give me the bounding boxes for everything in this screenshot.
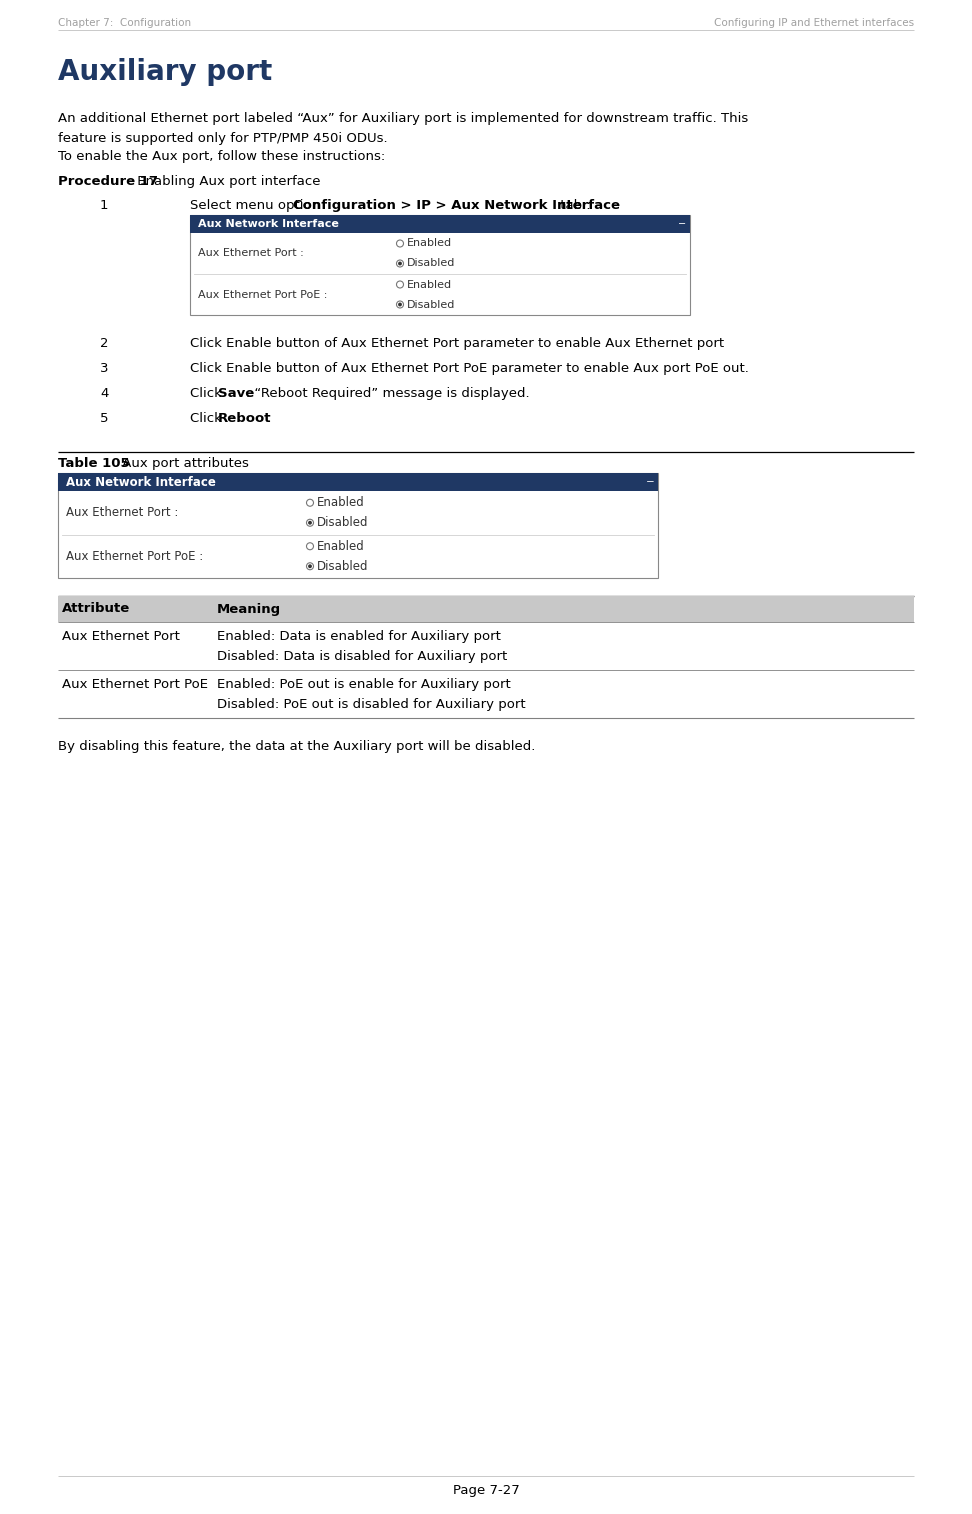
Text: Aux port attributes: Aux port attributes — [118, 457, 249, 469]
Text: Disabled: Disabled — [317, 516, 368, 530]
Text: Save: Save — [218, 388, 255, 400]
Text: Enabled: Enabled — [406, 280, 452, 289]
Text: Disabled: Disabled — [406, 300, 455, 309]
Text: −: − — [645, 477, 654, 488]
Text: Select menu option: Select menu option — [190, 198, 325, 212]
Text: Attribute: Attribute — [62, 603, 130, 616]
Text: Auxiliary port: Auxiliary port — [58, 58, 272, 86]
Text: .: . — [258, 412, 262, 425]
Text: Aux Ethernet Port PoE: Aux Ethernet Port PoE — [62, 678, 208, 690]
Text: 1: 1 — [100, 198, 109, 212]
Text: Enabled: Data is enabled for Auxiliary port: Enabled: Data is enabled for Auxiliary p… — [217, 630, 501, 643]
Text: Meaning: Meaning — [217, 603, 281, 616]
Text: 2: 2 — [100, 338, 109, 350]
Text: Click: Click — [190, 412, 226, 425]
Circle shape — [399, 262, 402, 265]
Circle shape — [308, 565, 312, 568]
Text: Aux Network Interface: Aux Network Interface — [66, 475, 216, 489]
Text: Aux Ethernet Port PoE :: Aux Ethernet Port PoE : — [198, 289, 328, 300]
Circle shape — [308, 521, 312, 525]
Text: Enabling Aux port interface: Enabling Aux port interface — [133, 176, 321, 188]
Text: Disabled: Disabled — [317, 560, 368, 572]
Circle shape — [399, 303, 402, 306]
Text: Enabled: Enabled — [406, 239, 452, 248]
Text: Disabled: Disabled — [406, 259, 455, 268]
Text: Click Enable button of Aux Ethernet Port parameter to enable Aux Ethernet port: Click Enable button of Aux Ethernet Port… — [190, 338, 724, 350]
Text: Disabled: PoE out is disabled for Auxiliary port: Disabled: PoE out is disabled for Auxili… — [217, 698, 526, 712]
Text: feature is supported only for PTP/PMP 450i ODUs.: feature is supported only for PTP/PMP 45… — [58, 132, 388, 145]
Text: 4: 4 — [100, 388, 108, 400]
Bar — [190, 215, 690, 233]
Text: Chapter 7:  Configuration: Chapter 7: Configuration — [58, 18, 191, 27]
Bar — [58, 472, 658, 491]
Text: tab.:: tab.: — [556, 198, 591, 212]
Text: Enabled: Enabled — [317, 540, 364, 553]
Text: Aux Ethernet Port: Aux Ethernet Port — [62, 630, 180, 643]
Bar — [190, 215, 690, 315]
Text: Page 7-27: Page 7-27 — [453, 1484, 519, 1497]
Text: Disabled: Data is disabled for Auxiliary port: Disabled: Data is disabled for Auxiliary… — [217, 650, 507, 663]
Bar — [58, 597, 914, 622]
Text: Reboot: Reboot — [218, 412, 271, 425]
Text: 5: 5 — [100, 412, 109, 425]
Text: Procedure 17: Procedure 17 — [58, 176, 158, 188]
Text: Aux Ethernet Port :: Aux Ethernet Port : — [198, 248, 303, 259]
Text: Aux Network Interface: Aux Network Interface — [198, 220, 339, 229]
Text: Table 105: Table 105 — [58, 457, 129, 469]
Text: An additional Ethernet port labeled “Aux” for Auxiliary port is implemented for : An additional Ethernet port labeled “Aux… — [58, 112, 748, 126]
Text: Configuration > IP > Aux Network Interface: Configuration > IP > Aux Network Interfa… — [293, 198, 620, 212]
Text: 3: 3 — [100, 362, 109, 375]
Text: Aux Ethernet Port PoE :: Aux Ethernet Port PoE : — [66, 550, 203, 563]
Bar — [58, 472, 658, 578]
Text: Click: Click — [190, 388, 226, 400]
Text: To enable the Aux port, follow these instructions:: To enable the Aux port, follow these ins… — [58, 150, 385, 164]
Text: . “Reboot Required” message is displayed.: . “Reboot Required” message is displayed… — [246, 388, 530, 400]
Text: Enabled: Enabled — [317, 497, 364, 509]
Text: Configuring IP and Ethernet interfaces: Configuring IP and Ethernet interfaces — [713, 18, 914, 27]
Text: −: − — [677, 220, 686, 229]
Text: By disabling this feature, the data at the Auxiliary port will be disabled.: By disabling this feature, the data at t… — [58, 740, 536, 752]
Text: Enabled: PoE out is enable for Auxiliary port: Enabled: PoE out is enable for Auxiliary… — [217, 678, 510, 690]
Text: Aux Ethernet Port :: Aux Ethernet Port : — [66, 506, 179, 519]
Text: Click Enable button of Aux Ethernet Port PoE parameter to enable Aux port PoE ou: Click Enable button of Aux Ethernet Port… — [190, 362, 748, 375]
